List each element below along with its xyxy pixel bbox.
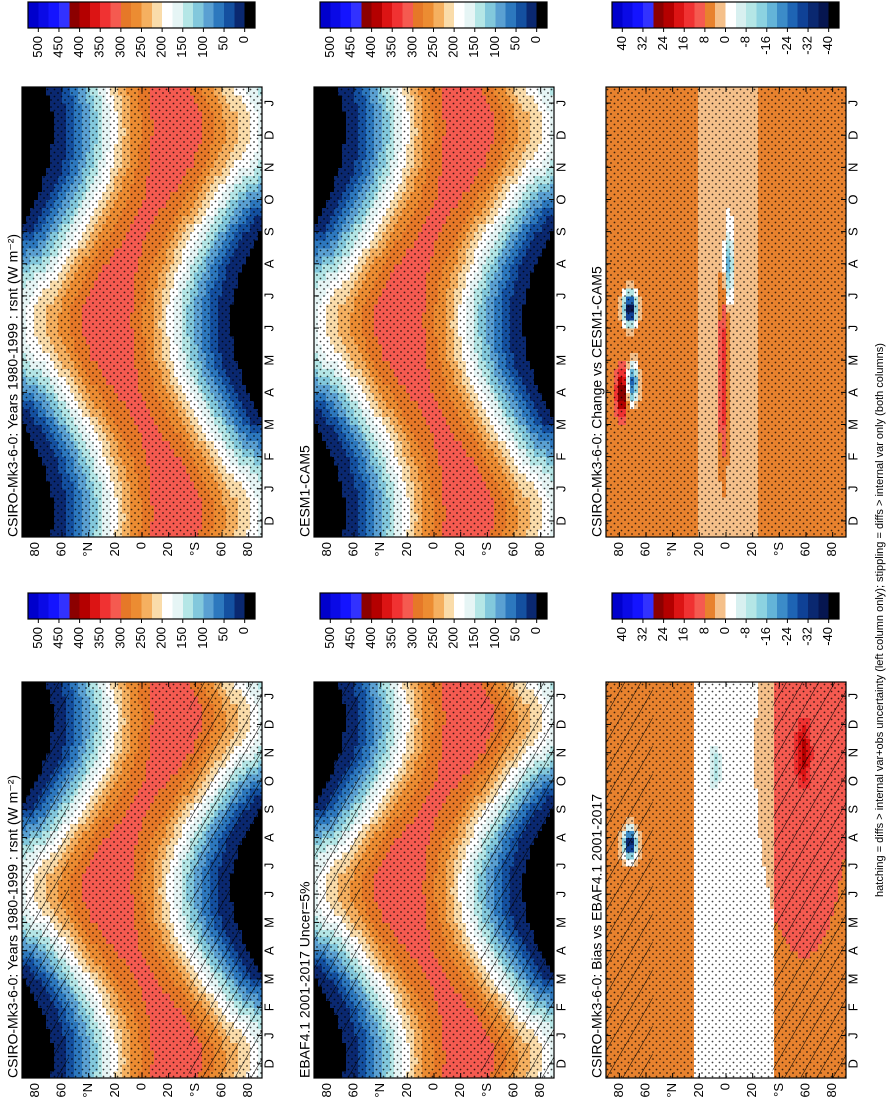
colorbar-segment — [38, 2, 49, 28]
colorbar-tick-label: 50 — [215, 36, 230, 50]
panel-title: CSIRO-Mk3-6-0: Years 1980-1999 : rsnt (W… — [5, 234, 21, 537]
colorbar-segment — [214, 2, 225, 28]
colorbar-segment — [234, 2, 245, 28]
colorbar-segment — [90, 2, 101, 28]
colorbar-segment — [69, 2, 80, 28]
y-tick-label: A — [261, 259, 276, 268]
colorbar-segment — [131, 2, 142, 28]
colorbar-segment — [203, 2, 214, 28]
colorbar-segment — [59, 2, 70, 28]
colorbar-segment — [162, 2, 173, 28]
y-tick-label: J — [261, 486, 276, 493]
y-tick-label: F — [261, 453, 276, 461]
colorbar-tick-label: 300 — [112, 36, 127, 58]
x-tick-label: 20 — [160, 542, 175, 556]
colorbar-segment — [172, 2, 183, 28]
colorbar-segment — [183, 2, 194, 28]
y-tick-label: N — [261, 163, 276, 172]
colorbar-segment — [121, 2, 132, 28]
colorbar-tick-label: 100 — [195, 36, 210, 58]
y-tick-label: J — [261, 325, 276, 332]
colorbar-tick-label: 350 — [92, 36, 107, 58]
x-tick-label: °S — [187, 542, 202, 556]
y-tick-label: D — [261, 516, 276, 525]
y-tick-label: A — [261, 388, 276, 397]
colorbar-segment — [152, 2, 163, 28]
colorbar-segment — [142, 2, 153, 28]
y-tick-label: D — [261, 131, 276, 140]
colorbar-segment — [80, 2, 91, 28]
colorbar-tick-label: 400 — [71, 36, 86, 58]
colorbar-tick-label: 150 — [174, 36, 189, 58]
x-tick-label: 80 — [27, 542, 42, 556]
y-tick-label: J — [261, 100, 276, 107]
colorbar-tick-label: 0 — [236, 36, 251, 43]
colorbar-tick-label: 250 — [133, 36, 148, 58]
y-tick-label: J — [261, 293, 276, 300]
colorbar-segment — [193, 2, 204, 28]
colorbar-segment — [28, 2, 39, 28]
x-tick-label: 60 — [213, 542, 228, 556]
colorbar-tick-label: 500 — [30, 36, 45, 58]
colorbar-segment — [111, 2, 122, 28]
x-tick-label: 60 — [53, 542, 68, 556]
x-tick-label: 0 — [133, 542, 148, 549]
x-tick-label: 20 — [107, 542, 122, 556]
colorbar-segment — [49, 2, 60, 28]
colorbar-tick-label: 450 — [50, 36, 65, 58]
y-tick-label: S — [261, 227, 276, 236]
y-tick-label: M — [261, 419, 276, 430]
y-tick-label: M — [261, 355, 276, 366]
y-tick-label: O — [261, 194, 276, 204]
colorbar-segment — [224, 2, 235, 28]
colorbar-segment — [100, 2, 111, 28]
colorbar-tick-label: 200 — [154, 36, 169, 58]
x-tick-label: 80 — [240, 542, 255, 556]
stippling — [22, 87, 262, 537]
colorbar-segment — [245, 2, 256, 28]
x-tick-label: °N — [80, 542, 95, 557]
